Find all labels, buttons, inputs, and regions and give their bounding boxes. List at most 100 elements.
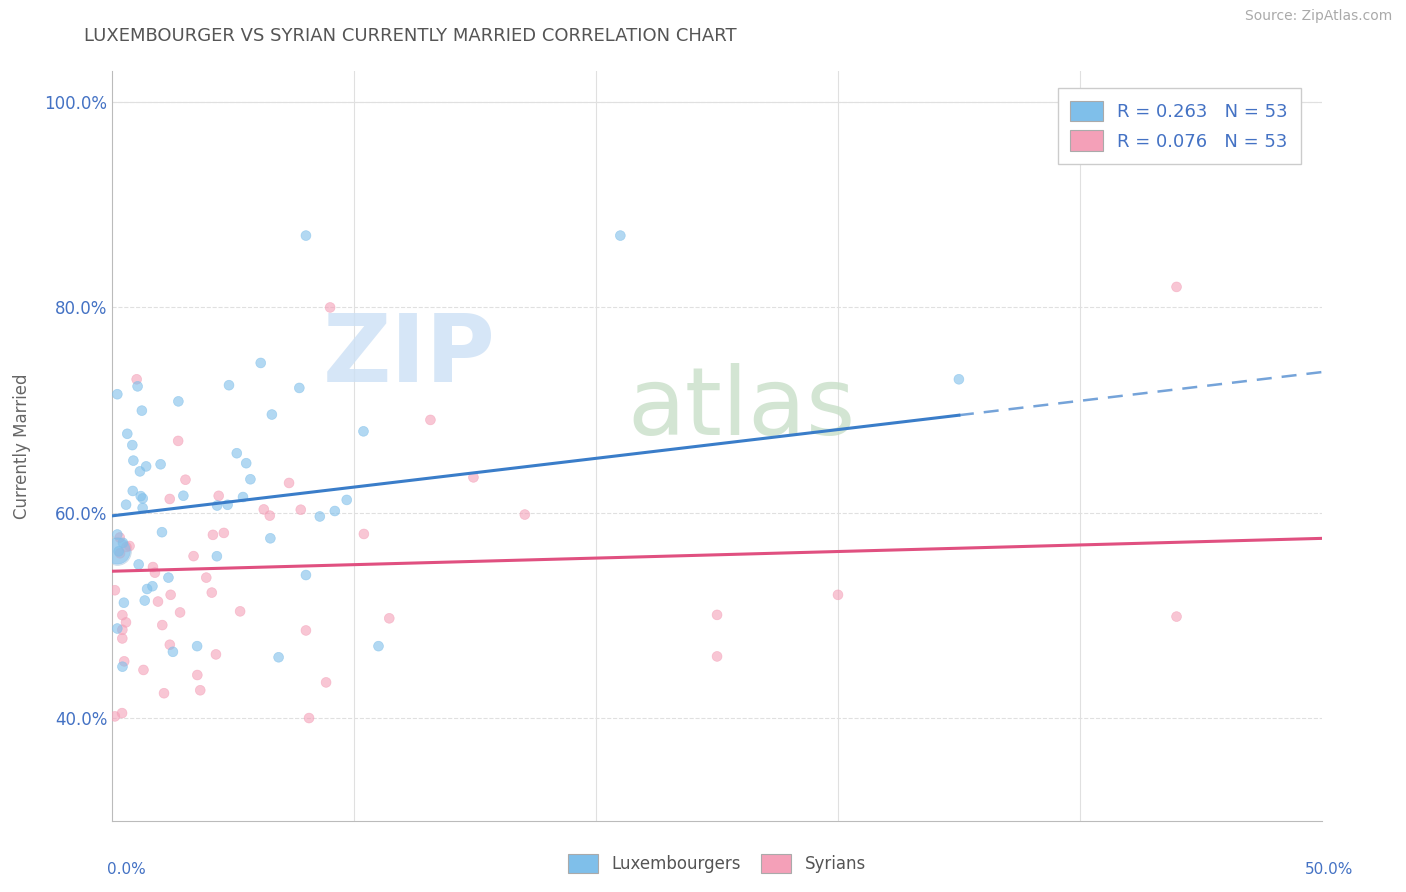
Point: [112, 654, 135, 668]
Point: [353, 425, 375, 439]
Text: atlas: atlas: [627, 362, 855, 455]
Point: [208, 489, 231, 503]
Point: [278, 475, 301, 490]
Text: 50.0%: 50.0%: [1305, 863, 1353, 877]
Text: Source: ZipAtlas.com: Source: ZipAtlas.com: [1244, 9, 1392, 23]
Point: [235, 456, 257, 470]
Point: [136, 582, 159, 596]
Point: [131, 500, 153, 515]
Point: [201, 585, 224, 599]
Point: [150, 525, 173, 540]
Point: [142, 560, 165, 574]
Point: [105, 527, 128, 541]
Point: [232, 490, 254, 504]
Text: 0.0%: 0.0%: [107, 863, 146, 877]
Y-axis label: Currently Married: Currently Married: [13, 373, 31, 519]
Point: [609, 228, 631, 243]
Text: LUXEMBOURGER VS SYRIAN CURRENTLY MARRIED CORRELATION CHART: LUXEMBOURGER VS SYRIAN CURRENTLY MARRIED…: [84, 27, 737, 45]
Point: [367, 639, 389, 653]
Point: [706, 607, 728, 622]
Point: [105, 387, 128, 401]
Point: [225, 446, 247, 460]
Point: [111, 632, 134, 646]
Point: [217, 498, 239, 512]
Point: [186, 668, 208, 682]
Point: [149, 457, 172, 471]
Point: [122, 453, 145, 467]
Point: [319, 301, 342, 315]
Point: [706, 649, 728, 664]
Point: [323, 504, 346, 518]
Point: [298, 711, 321, 725]
Point: [134, 593, 156, 607]
Point: [315, 675, 337, 690]
Point: [159, 588, 181, 602]
Point: [195, 571, 218, 585]
Point: [378, 611, 401, 625]
Point: [132, 491, 155, 506]
Point: [260, 408, 283, 422]
Point: [107, 544, 129, 558]
Point: [129, 464, 152, 478]
Point: [1166, 609, 1188, 624]
Point: [201, 528, 224, 542]
Point: [205, 549, 228, 564]
Point: [105, 544, 128, 558]
Point: [105, 622, 128, 636]
Point: [295, 624, 318, 638]
Point: [118, 539, 141, 553]
Point: [188, 683, 211, 698]
Point: [125, 372, 148, 386]
Point: [827, 588, 849, 602]
Point: [135, 459, 157, 474]
Point: [295, 568, 318, 582]
Point: [150, 618, 173, 632]
Point: [129, 489, 152, 503]
Point: [463, 470, 485, 484]
Point: [117, 426, 139, 441]
Point: [112, 596, 135, 610]
Point: [308, 509, 330, 524]
Point: [513, 508, 536, 522]
Point: [249, 356, 271, 370]
Point: [108, 531, 131, 545]
Point: [153, 686, 176, 700]
Text: ZIP: ZIP: [322, 310, 495, 402]
Point: [218, 378, 240, 392]
Point: [131, 403, 153, 417]
Point: [948, 372, 970, 386]
Point: [419, 413, 441, 427]
Point: [111, 659, 134, 673]
Point: [1166, 280, 1188, 294]
Point: [104, 583, 127, 598]
Point: [295, 228, 318, 243]
Point: [205, 648, 228, 662]
Point: [111, 706, 134, 720]
Point: [167, 394, 190, 409]
Point: [186, 639, 208, 653]
Point: [108, 546, 131, 560]
Point: [267, 650, 290, 665]
Point: [105, 544, 128, 558]
Point: [336, 492, 359, 507]
Point: [183, 549, 205, 563]
Point: [229, 604, 252, 618]
Point: [127, 379, 149, 393]
Legend: Luxembourgers, Syrians: Luxembourgers, Syrians: [561, 847, 873, 880]
Point: [259, 508, 281, 523]
Point: [128, 558, 150, 572]
Point: [239, 472, 262, 486]
Point: [146, 594, 169, 608]
Point: [132, 663, 155, 677]
Point: [121, 438, 143, 452]
Point: [121, 483, 143, 498]
Point: [169, 606, 191, 620]
Point: [205, 499, 228, 513]
Point: [212, 525, 235, 540]
Point: [172, 489, 194, 503]
Point: [111, 608, 134, 623]
Point: [259, 531, 281, 545]
Point: [159, 491, 181, 506]
Point: [115, 540, 138, 554]
Point: [288, 381, 311, 395]
